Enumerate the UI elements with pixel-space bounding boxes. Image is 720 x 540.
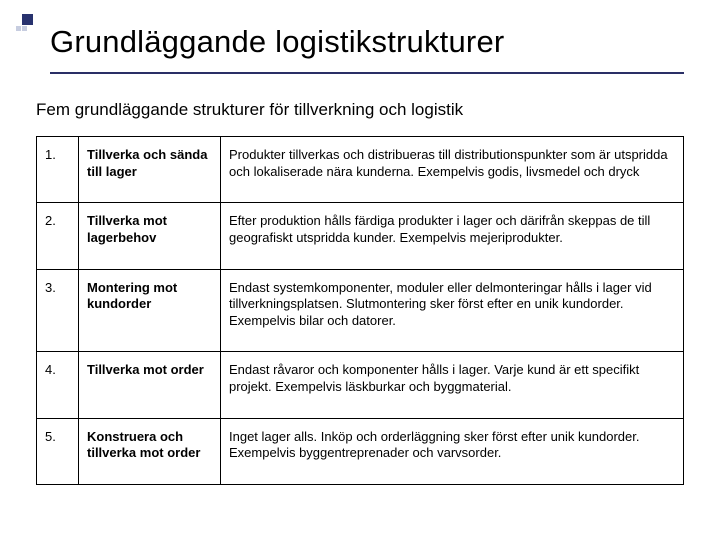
row-name: Konstruera och tillverka mot order (79, 418, 221, 484)
row-number: 2. (37, 203, 79, 269)
row-desc: Endast råvaror och komponenter hålls i l… (221, 352, 684, 418)
subtitle: Fem grundläggande strukturer för tillver… (36, 100, 684, 120)
row-name: Tillverka mot lagerbehov (79, 203, 221, 269)
corner-decoration (16, 14, 36, 34)
table-row: 5. Konstruera och tillverka mot order In… (37, 418, 684, 484)
row-desc: Endast systemkomponenter, moduler eller … (221, 269, 684, 352)
title-area: Grundläggande logistikstrukturer (36, 20, 684, 74)
row-number: 1. (37, 137, 79, 203)
table-row: 1. Tillverka och sända till lager Produk… (37, 137, 684, 203)
row-desc: Efter produktion hålls färdiga produkter… (221, 203, 684, 269)
deco-square-large (22, 14, 33, 25)
row-desc: Produkter tillverkas och distribueras ti… (221, 137, 684, 203)
row-number: 4. (37, 352, 79, 418)
title-underline (50, 72, 684, 74)
page-title: Grundläggande logistikstrukturer (50, 24, 684, 60)
table-row: 4. Tillverka mot order Endast råvaror oc… (37, 352, 684, 418)
deco-square-small (16, 26, 21, 31)
deco-square-small (22, 26, 27, 31)
row-name: Tillverka mot order (79, 352, 221, 418)
row-number: 3. (37, 269, 79, 352)
table-row: 2. Tillverka mot lagerbehov Efter produk… (37, 203, 684, 269)
table-row: 3. Montering mot kundorder Endast system… (37, 269, 684, 352)
row-name: Tillverka och sända till lager (79, 137, 221, 203)
row-name: Montering mot kundorder (79, 269, 221, 352)
structures-table: 1. Tillverka och sända till lager Produk… (36, 136, 684, 485)
row-number: 5. (37, 418, 79, 484)
row-desc: Inget lager alls. Inköp och orderläggnin… (221, 418, 684, 484)
slide: Grundläggande logistikstrukturer Fem gru… (0, 0, 720, 540)
